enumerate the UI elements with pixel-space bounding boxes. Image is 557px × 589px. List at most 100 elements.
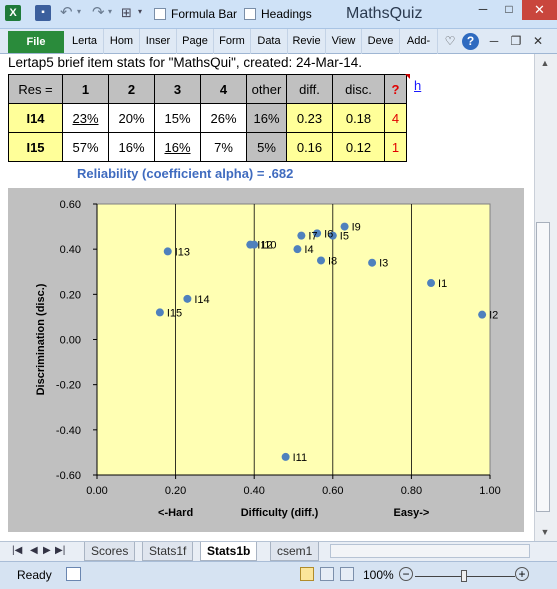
tab-home[interactable]: Hom: [104, 29, 140, 54]
row-flag[interactable]: 1: [384, 132, 407, 162]
zoom-level[interactable]: 100%: [363, 568, 394, 582]
help-hyperlink[interactable]: h: [414, 78, 422, 93]
excel-icon[interactable]: X: [5, 5, 21, 21]
zoom-out-icon[interactable]: −: [399, 567, 413, 581]
vertical-scroll-thumb[interactable]: [536, 222, 550, 512]
data-point-label: I3: [379, 258, 388, 270]
page-layout-view-icon[interactable]: [320, 567, 334, 581]
workbook-close-icon[interactable]: ✕: [532, 34, 544, 48]
data-point: [340, 222, 349, 231]
sheet-tab-csem1[interactable]: csem1: [270, 542, 320, 561]
data-point-label: I10: [261, 240, 276, 252]
row-item-label[interactable]: I15: [8, 132, 63, 162]
row-option-3[interactable]: 16%: [154, 132, 201, 162]
first-sheet-icon[interactable]: |◀: [12, 545, 23, 556]
row-other[interactable]: 5%: [246, 132, 287, 162]
row-option-3[interactable]: 15%: [154, 103, 201, 133]
x-tick-label: 0.80: [401, 485, 422, 497]
next-sheet-icon[interactable]: ▶: [43, 545, 51, 556]
macro-record-icon[interactable]: [66, 567, 81, 581]
tab-developer[interactable]: Deve: [362, 29, 400, 54]
headings-checkbox[interactable]: [244, 8, 256, 20]
maximize-button[interactable]: □: [505, 2, 513, 16]
data-point-label: I9: [352, 222, 361, 234]
header-option-1[interactable]: 1: [62, 74, 109, 104]
comment-marker-icon: [405, 74, 410, 79]
scroll-down-icon[interactable]: ▼: [540, 527, 550, 537]
horizontal-scrollbar[interactable]: [330, 544, 530, 558]
x-annotation-hard: <-Hard: [158, 507, 193, 519]
reliability-line[interactable]: Reliability (coefficient alpha) = .682: [77, 166, 294, 181]
tab-formulas[interactable]: Form: [214, 29, 251, 54]
workbook-minimize-icon[interactable]: ─: [489, 34, 499, 48]
stats-info-line[interactable]: Lertap5 brief item stats for "MathsQui",…: [8, 55, 362, 70]
header-option-2[interactable]: 2: [108, 74, 155, 104]
row-option-4[interactable]: 26%: [200, 103, 247, 133]
tab-insert[interactable]: Inser: [140, 29, 177, 54]
x-axis-label: Difficulty (diff.): [241, 507, 319, 519]
zoom-slider-thumb[interactable]: [461, 570, 467, 582]
zoom-in-icon[interactable]: +: [515, 567, 529, 581]
undo-icon[interactable]: ↶: [60, 4, 73, 21]
normal-view-icon[interactable]: [300, 567, 314, 581]
undo-dropdown-icon[interactable]: ▾: [77, 7, 82, 16]
x-tick-label: 0.00: [86, 485, 107, 497]
window-title: MathsQuiz: [346, 5, 423, 22]
y-tick-label: -0.20: [56, 380, 81, 392]
tab-review[interactable]: Revie: [288, 29, 326, 54]
row-diff[interactable]: 0.16: [286, 132, 333, 162]
header-other[interactable]: other: [246, 74, 287, 104]
header-flag[interactable]: ?: [384, 74, 407, 104]
row-option-4[interactable]: 7%: [200, 132, 247, 162]
scroll-up-icon[interactable]: ▲: [540, 58, 550, 68]
collapse-ribbon-icon[interactable]: ♡: [444, 34, 456, 48]
tab-page-layout[interactable]: Page: [177, 29, 214, 54]
tab-lertap[interactable]: Lerta: [66, 29, 104, 54]
prev-sheet-icon[interactable]: ◀: [30, 545, 38, 556]
data-point: [281, 452, 290, 461]
header-option-3[interactable]: 3: [154, 74, 201, 104]
row-option-1[interactable]: 57%: [62, 132, 109, 162]
tab-data[interactable]: Data: [251, 29, 288, 54]
plot-area[interactable]: [96, 203, 491, 476]
header-diff[interactable]: diff.: [286, 74, 333, 104]
close-button[interactable]: ✕: [522, 0, 557, 20]
row-option-2[interactable]: 20%: [108, 103, 155, 133]
row-item-label[interactable]: I14: [8, 103, 63, 133]
workbook-restore-icon[interactable]: ❐: [510, 34, 522, 48]
formula-bar-checkbox[interactable]: [154, 8, 166, 20]
row-other[interactable]: 16%: [246, 103, 287, 133]
difficulty-discrimination-chart[interactable]: 0.00 0.20 0.40 0.60 0.80 1.00 0.60 0.40 0.20 0.00…: [8, 188, 524, 532]
customize-dropdown-icon[interactable]: ▾: [138, 7, 143, 16]
row-option-2[interactable]: 16%: [108, 132, 155, 162]
y-tick-label: -0.40: [56, 425, 81, 437]
data-point-label: I5: [340, 231, 349, 243]
page-break-view-icon[interactable]: [340, 567, 354, 581]
tab-view[interactable]: View: [326, 29, 362, 54]
tab-add-ins[interactable]: Add-: [400, 29, 438, 54]
last-sheet-icon[interactable]: ▶|: [55, 545, 66, 556]
file-tab[interactable]: File: [8, 31, 64, 53]
view-options-icon[interactable]: ⊞: [121, 5, 132, 20]
sheet-tab-scores[interactable]: Scores: [84, 542, 136, 561]
header-disc[interactable]: disc.: [332, 74, 385, 104]
row-disc[interactable]: 0.12: [332, 132, 385, 162]
save-icon[interactable]: ▪: [35, 5, 51, 21]
sheet-tab-stats1f[interactable]: Stats1f: [142, 542, 194, 561]
row-option-1[interactable]: 23%: [62, 103, 109, 133]
ribbon-tabs: File Lerta Hom Inser Page Form Data Revi…: [0, 29, 557, 54]
data-point: [368, 258, 377, 267]
help-icon[interactable]: ?: [462, 33, 479, 50]
y-tick-label: 0.60: [60, 199, 81, 211]
data-point: [155, 308, 164, 317]
axes: 0.00 0.20 0.40 0.60 0.80 1.00 0.60 0.40 0.20 0.00…: [56, 199, 501, 497]
sheet-tab-stats1b[interactable]: Stats1b: [200, 542, 258, 561]
row-diff[interactable]: 0.23: [286, 103, 333, 133]
redo-dropdown-icon[interactable]: ▾: [108, 7, 113, 16]
row-flag[interactable]: 4: [384, 103, 407, 133]
header-option-4[interactable]: 4: [200, 74, 247, 104]
redo-icon[interactable]: ↷: [92, 4, 105, 21]
header-res[interactable]: Res =: [8, 74, 63, 104]
row-disc[interactable]: 0.18: [332, 103, 385, 133]
minimize-button[interactable]: ─: [478, 2, 488, 16]
